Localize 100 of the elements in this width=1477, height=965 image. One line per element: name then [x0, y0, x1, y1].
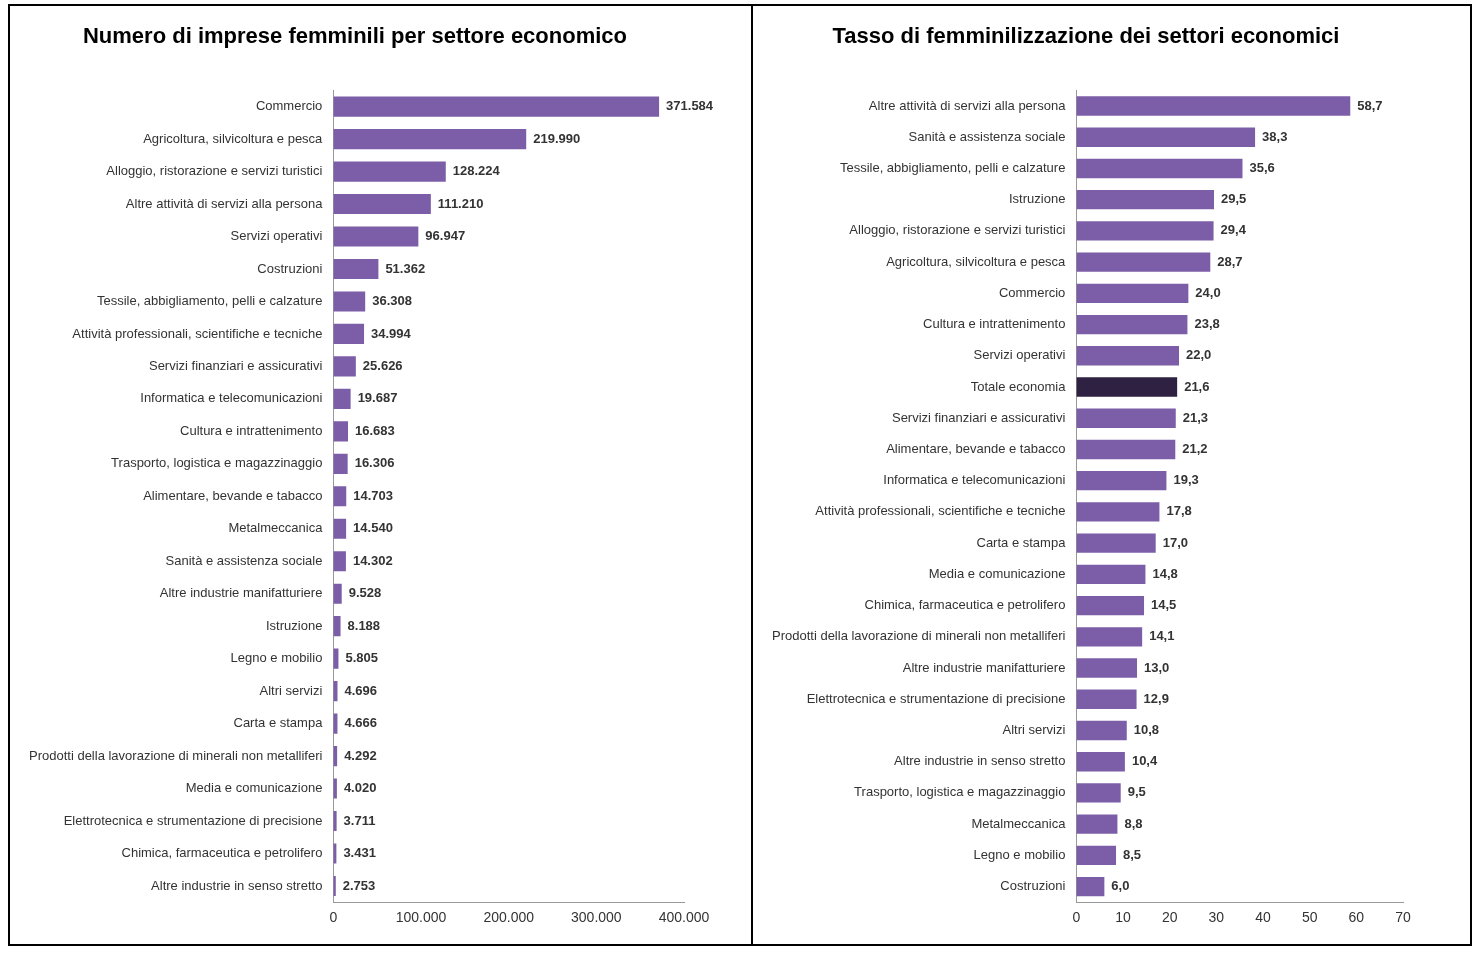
y-tick-label: Legno e mobilio — [230, 650, 323, 666]
y-tick-label: Carta e stampa — [233, 715, 324, 731]
y-tick-label: Prodotti della lavorazione di minerali non metalliferi — [771, 628, 1066, 644]
x-tick-label: 400.000 — [658, 909, 710, 926]
x-tick-label: 200.000 — [483, 909, 535, 926]
data-label: 3.711 — [343, 812, 376, 828]
y-tick-label: Altri servizi — [259, 682, 323, 698]
data-label: 4.020 — [343, 780, 377, 796]
bar — [1076, 627, 1142, 647]
data-label: 4.696 — [344, 682, 378, 698]
data-label: 35,6 — [1249, 160, 1275, 176]
bar — [333, 518, 347, 539]
bar — [333, 388, 351, 409]
data-label: 16.683 — [354, 422, 395, 438]
y-tick-label: Attività professionali, scientifiche e tecniche — [815, 503, 1066, 519]
y-tick-label: Istruzione — [1008, 191, 1066, 207]
data-label: 219.990 — [533, 130, 581, 146]
data-label: 96.947 — [425, 228, 466, 244]
x-tick-label: 20 — [1161, 909, 1178, 926]
y-tick-label: Altri servizi — [1002, 722, 1066, 738]
bar — [1076, 377, 1177, 397]
bar — [1076, 595, 1144, 616]
data-label: 28,7 — [1217, 253, 1243, 269]
data-label: 4.666 — [344, 715, 378, 731]
data-label: 8,8 — [1124, 815, 1143, 831]
data-label: 14,5 — [1150, 597, 1177, 613]
y-tick-label: Altre industrie in senso stretto — [151, 877, 323, 893]
data-label: 21,2 — [1182, 441, 1208, 457]
y-tick-label: Alimentare, bevande e tabacco — [885, 441, 1066, 457]
y-tick-label: Informatica e telecomunicazioni — [883, 472, 1066, 488]
y-tick-label: Agricoltura, silvicoltura e pesca — [143, 130, 324, 146]
data-label: 34.994 — [371, 325, 412, 341]
data-label: 58,7 — [1357, 97, 1383, 113]
data-label: 21,6 — [1183, 378, 1210, 394]
y-tick-label: Cultura e intrattenimento — [180, 422, 323, 438]
bar — [333, 161, 446, 182]
x-tick-label: 40 — [1255, 909, 1271, 926]
x-tick-label: 100.000 — [395, 909, 447, 926]
bar — [333, 226, 419, 247]
bar — [333, 421, 348, 442]
y-tick-label: Servizi finanziari e assicurativi — [148, 357, 323, 373]
y-tick-label: Metalmeccanica — [971, 815, 1066, 831]
y-tick-label: Attività professionali, scientifiche e tecniche — [72, 325, 323, 341]
x-tick-label: 0 — [1072, 909, 1081, 926]
y-tick-label: Alimentare, bevande e tabacco — [143, 487, 323, 503]
data-label: 23,8 — [1194, 316, 1220, 332]
y-tick-label: Chimica, farmaceutica e petrolifero — [864, 597, 1066, 613]
bar — [1076, 408, 1176, 428]
bar — [1076, 127, 1255, 147]
y-tick-label: Chimica, farmaceutica e petrolifero — [121, 845, 323, 861]
bar — [333, 356, 356, 377]
data-label: 36.308 — [372, 293, 412, 309]
y-tick-label: Agricoltura, silvicoltura e pesca — [885, 253, 1066, 269]
y-tick-label: Tessile, abbigliamento, pelli e calzature — [96, 293, 323, 309]
bar — [1076, 658, 1137, 678]
bar — [1076, 96, 1351, 116]
y-tick-label: Tessile, abbigliamento, pelli e calzature — [839, 160, 1066, 176]
data-label: 10,8 — [1133, 722, 1159, 738]
x-tick-label: 30 — [1208, 909, 1225, 926]
y-tick-label: Trasporto, logistica e magazzinaggio — [853, 784, 1066, 800]
bar — [1076, 158, 1243, 179]
x-tick-label: 70 — [1395, 909, 1411, 926]
bar — [1076, 533, 1156, 553]
chart-title: Tasso di femminilizzazione dei settori economici — [832, 23, 1340, 49]
y-tick-label: Costruzioni — [1000, 878, 1066, 894]
y-tick-label: Trasporto, logistica e magazzinaggio — [111, 455, 323, 471]
y-tick-label: Altre industrie manifatturiere — [902, 659, 1066, 675]
bar — [333, 193, 431, 215]
y-tick-label: Commercio — [255, 98, 323, 114]
data-label: 51.362 — [385, 260, 426, 276]
bar — [1076, 190, 1214, 210]
bar — [1076, 876, 1105, 897]
data-label: 17,0 — [1162, 534, 1188, 550]
data-label: 29,5 — [1220, 191, 1247, 207]
data-label: 2.753 — [342, 877, 376, 893]
data-label: 5.805 — [345, 650, 379, 666]
bar — [1076, 221, 1214, 241]
y-tick-label: Sanità e assistenza sociale — [165, 552, 323, 568]
bar — [1076, 752, 1125, 772]
data-label: 14.302 — [352, 552, 393, 568]
y-tick-label: Servizi finanziari e assicurativi — [891, 409, 1066, 425]
bar — [1076, 439, 1176, 460]
data-label: 21,3 — [1182, 409, 1208, 425]
x-tick-label: 60 — [1348, 909, 1365, 926]
bar — [1076, 346, 1179, 366]
y-tick-label: Sanità e assistenza sociale — [908, 128, 1066, 144]
x-tick-label: 0 — [329, 909, 338, 926]
y-tick-label: Commercio — [998, 284, 1066, 300]
bar — [1076, 720, 1127, 741]
bar — [1076, 252, 1211, 272]
bar — [333, 583, 342, 604]
data-label: 128.224 — [452, 163, 501, 179]
bar — [333, 323, 365, 345]
y-tick-label: Metalmeccanica — [228, 520, 324, 536]
y-tick-label: Altre attività di servizi alla persona — [868, 97, 1066, 113]
y-tick-label: Costruzioni — [257, 260, 323, 276]
bar — [1076, 564, 1146, 585]
bar — [333, 291, 366, 312]
y-tick-label: Media e comunicazione — [928, 565, 1066, 581]
bar — [1076, 502, 1160, 522]
